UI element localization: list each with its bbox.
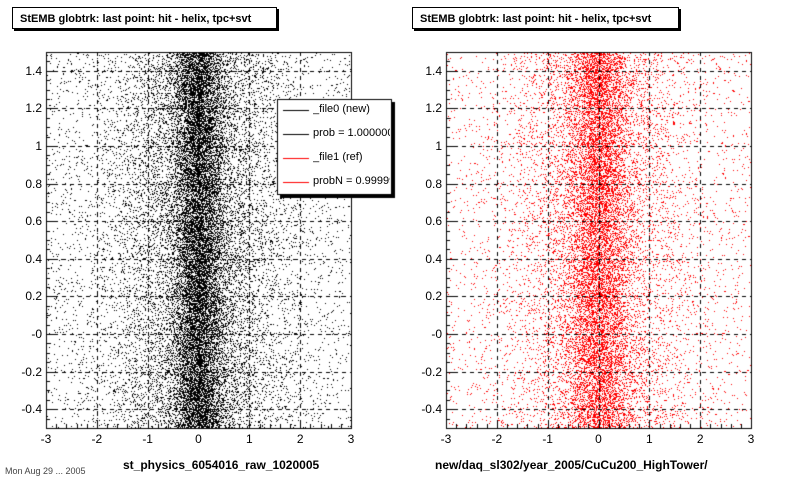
- legend-entry-label: probN = 0.999998: [313, 175, 390, 187]
- y-tick-label: 0.8: [425, 176, 442, 191]
- y-tick-label: 0.2: [25, 289, 42, 304]
- y-tick-label: -0.4: [21, 402, 42, 417]
- y-tick-label: 0.2: [425, 289, 442, 304]
- y-tick-label: -0.2: [21, 364, 42, 379]
- y-tick-label: 1.2: [425, 101, 442, 116]
- x-tick-label: -1: [142, 432, 153, 446]
- x-tick-label: 3: [747, 432, 755, 446]
- x-tick-label: -3: [40, 432, 52, 446]
- x-tick-label: -1: [542, 432, 553, 446]
- y-tick-label: -0: [31, 327, 42, 341]
- legend-entry-label: _file1 (ref): [313, 151, 363, 163]
- x-tick-label: 3: [347, 432, 355, 446]
- y-tick-label: 1: [35, 139, 42, 153]
- y-tick-label: 0.6: [425, 214, 442, 229]
- footer-date: Mon Aug 29 ... 2005: [5, 466, 86, 476]
- x-tick-label: 2: [696, 432, 704, 446]
- right-x-axis-title: new/daq_sl302/year_2005/CuCu200_HighTowe…: [435, 458, 708, 472]
- y-tick-label: 0.8: [25, 176, 42, 191]
- x-tick-label: 0: [595, 432, 602, 446]
- y-tick-label: 0.6: [25, 214, 42, 229]
- x-tick-label: 1: [245, 432, 253, 446]
- y-tick-label: 1.2: [25, 101, 42, 116]
- y-tick-label: -0.2: [421, 364, 442, 379]
- left-x-axis-title: st_physics_6054016_raw_1020005: [123, 458, 320, 472]
- legend-entry-label: _file0 (new): [313, 103, 370, 115]
- y-tick-label: -0.4: [421, 402, 442, 417]
- y-tick-label: 1: [435, 139, 442, 153]
- y-tick-label: -0: [431, 327, 442, 341]
- x-tick-label: 1: [645, 432, 653, 446]
- y-tick-label: 0.4: [425, 251, 442, 266]
- x-tick-label: -2: [491, 432, 503, 446]
- y-tick-label: 1.4: [25, 63, 42, 78]
- left-plot-title: StEMB globtrk: last point: hit - helix, …: [12, 7, 277, 29]
- x-tick-label: 2: [296, 432, 304, 446]
- legend-entry-label: prob = 1.000000: [313, 127, 390, 139]
- y-tick-label: 1.4: [425, 63, 442, 78]
- x-tick-label: -3: [440, 432, 452, 446]
- x-tick-label: -2: [91, 432, 103, 446]
- y-tick-label: 0.4: [25, 251, 42, 266]
- x-tick-label: 0: [195, 432, 202, 446]
- right-plot-title: StEMB globtrk: last point: hit - helix, …: [412, 7, 679, 29]
